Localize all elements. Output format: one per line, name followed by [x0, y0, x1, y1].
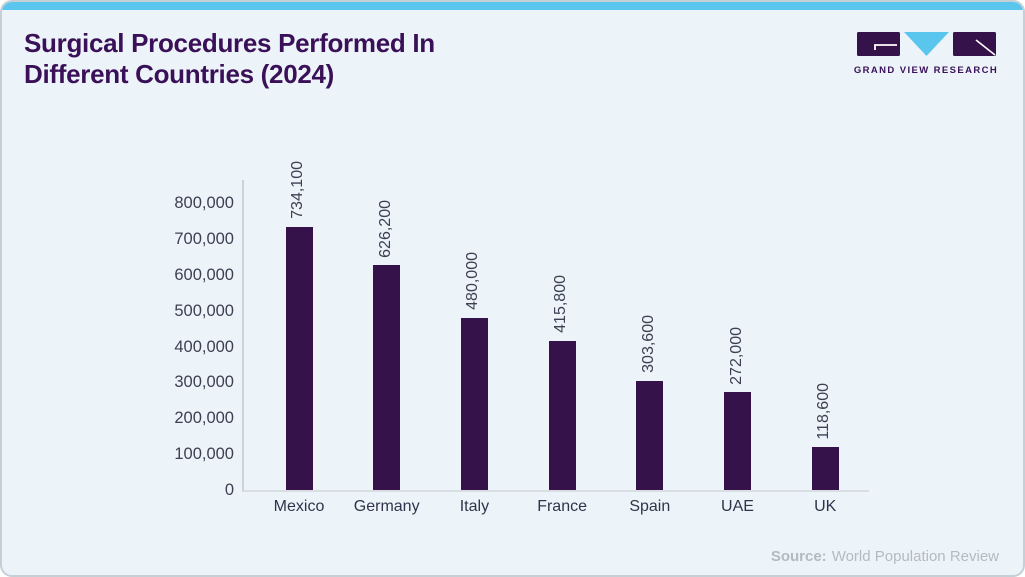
x-tick-label: France — [537, 498, 587, 515]
y-tick-label: 0 — [224, 481, 234, 499]
brand-name: GRAND VIEW RESEARCH — [853, 65, 999, 76]
x-tick-label: Mexico — [273, 498, 325, 515]
bar-uae — [724, 392, 751, 490]
x-tick-label: Spain — [629, 498, 671, 515]
chart-title: Surgical Procedures Performed In Differe… — [24, 28, 435, 90]
y-tick-label: 700,000 — [174, 229, 234, 248]
bar-uk — [811, 447, 839, 490]
y-tick-label: 100,000 — [174, 445, 234, 464]
chart-title-line1: Surgical Procedures Performed In — [24, 28, 435, 58]
x-tick-label: Germany — [353, 498, 420, 515]
logo-g-block — [856, 32, 900, 56]
bar-value-label: 734,100 — [289, 160, 306, 219]
bar-france — [548, 340, 576, 490]
bar-value-label: 303,600 — [639, 315, 657, 374]
top-accent-bar — [2, 2, 1023, 10]
gvr-logo-icon — [856, 32, 996, 56]
source-label: Source: — [770, 548, 827, 565]
bar-mexico — [285, 226, 313, 490]
logo-v-triangle-icon — [903, 32, 949, 56]
logo-r-mark — [975, 39, 995, 56]
x-tick-label: UK — [814, 498, 837, 515]
bar-value-label: 415,800 — [552, 275, 570, 333]
chart-title-line2: Different Countries (2024) — [24, 59, 335, 89]
y-tick-label: 500,000 — [174, 301, 234, 320]
bar-spain — [636, 381, 664, 490]
y-tick-label: 300,000 — [174, 373, 234, 392]
y-tick-label: 200,000 — [174, 409, 234, 428]
bar-value-label: 272,000 — [727, 326, 745, 385]
bar-value-label: 118,600 — [815, 382, 833, 440]
bar-value-label: 480,000 — [464, 251, 482, 310]
logo-g-mark — [873, 44, 897, 50]
source-line: Source: World Population Review — [771, 548, 999, 565]
bar-italy — [460, 317, 488, 490]
gvr-logo: GRAND VIEW RESEARCH — [853, 32, 999, 76]
y-tick-label: 600,000 — [174, 265, 234, 284]
x-tick-label: Italy — [459, 498, 490, 515]
source-text: World Population Review — [831, 548, 999, 565]
y-tick-label: 400,000 — [174, 337, 234, 356]
bar-germany — [373, 265, 401, 490]
x-tick-label: UAE — [721, 498, 754, 515]
bar-chart: 0 100,000 200,000 300,000 400,000 500,000 600,… — [174, 161, 869, 515]
logo-r-block — [952, 32, 996, 56]
y-tick-label: 800,000 — [174, 194, 234, 212]
bar-value-label: 626,200 — [376, 199, 394, 258]
